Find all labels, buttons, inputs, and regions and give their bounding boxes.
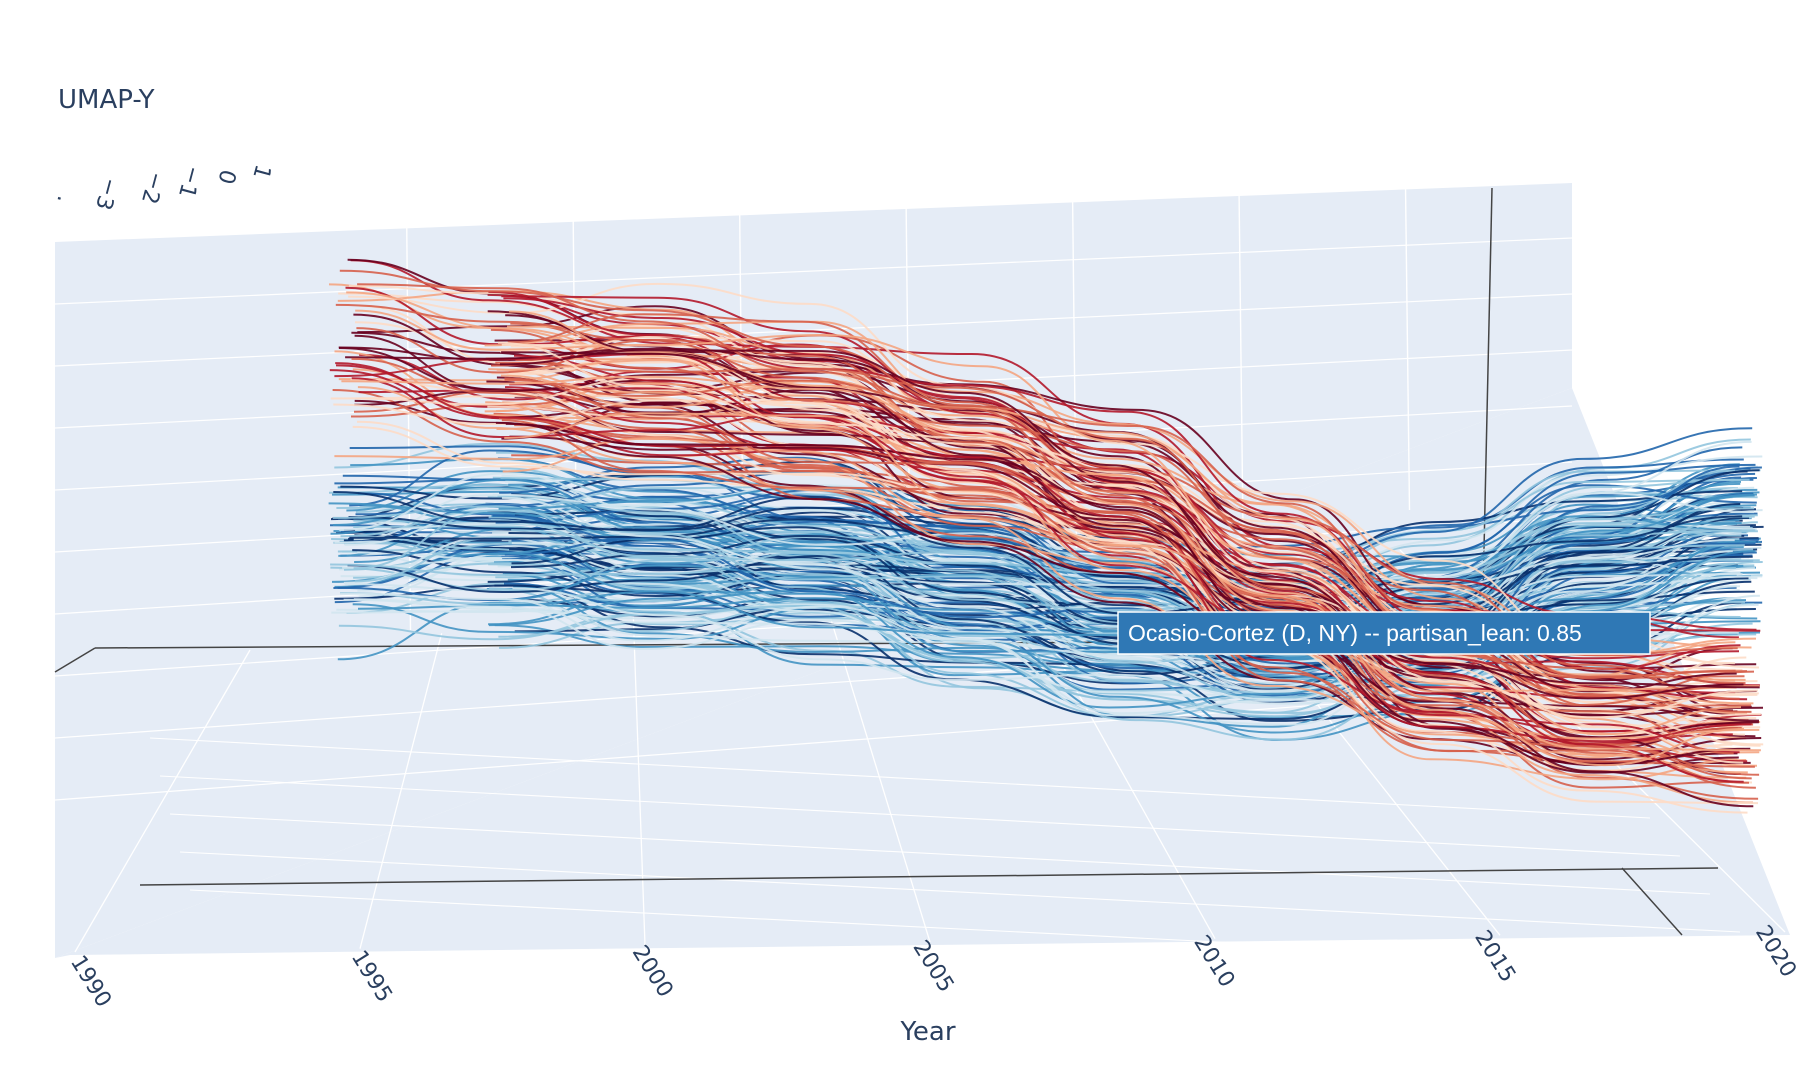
z-tick-label: 0 (212, 167, 240, 187)
axis-line (54, 647, 96, 673)
democrat-trajectory-line[interactable] (511, 493, 1762, 607)
republican-trajectory-line[interactable] (359, 304, 1747, 694)
z-tick-label: −2 (136, 169, 169, 207)
republican-trajectory-line[interactable] (496, 359, 1754, 705)
republican-trajectory-line[interactable] (501, 419, 1752, 780)
z-tick-label: −3 (90, 175, 123, 213)
gridline (149, 737, 1651, 819)
democrat-trajectory-line[interactable] (331, 575, 1763, 664)
gridline (1238, 187, 1244, 531)
republican-trajectory-line[interactable] (509, 435, 1739, 774)
democrat-trajectory-line[interactable] (492, 514, 1744, 621)
gridline (54, 237, 1573, 305)
z-tick-label: . (51, 193, 77, 206)
republican-trajectory-line[interactable] (351, 377, 1744, 783)
gridline (189, 889, 1771, 971)
republican-trajectory-line[interactable] (352, 425, 1759, 805)
republican-trajectory-line[interactable] (499, 349, 1744, 700)
z-tick-label: 1 (247, 162, 275, 182)
gridline (169, 813, 1711, 895)
democrat-trajectory-line[interactable] (355, 463, 1756, 609)
z-axis-ticks: 10 −1−2 −3. (51, 162, 275, 213)
gridline (159, 775, 1681, 857)
democrat-trajectory-line[interactable] (333, 491, 1743, 615)
axis-line (1621, 867, 1683, 936)
republican-trajectory-line[interactable] (504, 377, 1734, 755)
axis-line (139, 867, 1719, 886)
gridline (54, 293, 1573, 367)
gridline (179, 851, 1741, 933)
tooltip-box (1117, 611, 1651, 655)
x-tick-label: 1995 (346, 946, 397, 1007)
x-tick-label: 2020 (1750, 921, 1801, 982)
republican-trajectory-line[interactable] (513, 354, 1748, 701)
x-tick-label: 2005 (908, 936, 959, 997)
republican-trajectory-line[interactable] (341, 375, 1761, 752)
republican-trajectory-line[interactable] (358, 387, 1742, 733)
republican-trajectory-line[interactable] (505, 422, 1751, 767)
republican-trajectory-line[interactable] (496, 376, 1759, 739)
democrat-trajectory-line[interactable] (330, 514, 1758, 675)
gridline (1404, 185, 1411, 511)
x-tick-label: 1990 (65, 951, 116, 1012)
republican-trajectory-line[interactable] (501, 351, 1760, 689)
republican-trajectory-line[interactable] (497, 341, 1758, 719)
x-tick-label: 2000 (627, 941, 678, 1002)
republican-trajectory-line[interactable] (504, 412, 1745, 767)
republican-trajectory-line[interactable] (335, 364, 1752, 743)
tooltip-text: Ocasio-Cortez (D, NY) -- partisan_lean: … (1128, 620, 1582, 646)
democrat-trajectory-line[interactable] (332, 505, 1755, 652)
democrat-trajectory-line[interactable] (353, 509, 1758, 657)
hover-tooltip: Ocasio-Cortez (D, NY) -- partisan_lean: … (1117, 611, 1651, 655)
z-axis-title: UMAP-Y (58, 85, 155, 115)
gridline (74, 649, 251, 953)
republican-trajectory-line[interactable] (357, 386, 1754, 804)
gridline (405, 200, 412, 631)
republican-trajectory-line[interactable] (351, 357, 1760, 776)
z-tick-label: −1 (173, 163, 206, 201)
gridline (359, 633, 443, 949)
democrat-trajectory-line[interactable] (339, 472, 1755, 630)
gridline (824, 599, 931, 943)
republican-trajectory-line[interactable] (504, 378, 1740, 700)
republican-trajectory-line[interactable] (495, 421, 1754, 808)
republican-trajectory-line[interactable] (495, 361, 1747, 699)
x-axis-title: Year (899, 1017, 955, 1047)
democrat-trajectory-line[interactable] (505, 455, 1763, 582)
democrat-trajectory-line[interactable] (501, 496, 1735, 594)
gridline (632, 616, 646, 946)
gridline (54, 685, 1573, 801)
